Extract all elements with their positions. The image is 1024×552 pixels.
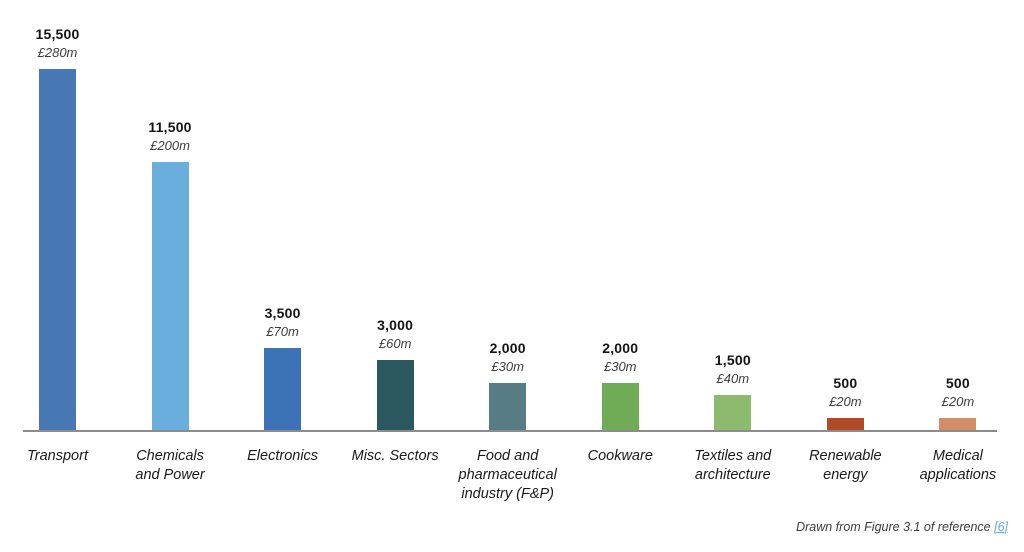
category-label-medical-applications: Medical applications	[919, 448, 997, 483]
bar-value: 2,000	[602, 340, 639, 356]
category-label-transport: Transport	[27, 448, 88, 464]
category-label-renewable-energy: Renewable energy	[809, 448, 882, 483]
bar-money-value: £40m	[716, 371, 750, 386]
bar-food-and-pharmaceutical-industry-f-p	[489, 383, 527, 430]
value-label-renewable-energy: 500 £20m	[785, 374, 905, 411]
bar-value: 3,000	[377, 317, 414, 333]
category-label-textiles-and-architecture: Textiles and architecture	[694, 448, 772, 483]
bar-value: 3,500	[264, 305, 301, 321]
category-label-electronics: Electronics	[247, 448, 319, 464]
value-label-food-and-pharmaceutical-industry-f-p: 2,000 £30m	[448, 339, 568, 376]
value-label-textiles-and-architecture: 1,500 £40m	[673, 351, 793, 388]
bar-money-value: £70m	[266, 324, 299, 339]
bar-money-value: £20m	[941, 394, 975, 409]
source-footnote: Drawn from Figure 3.1 of reference [6]	[796, 520, 1008, 534]
bar-electronics	[264, 348, 302, 430]
value-label-cookware: 2,000 £30m	[560, 339, 680, 376]
value-label-medical-applications: 500 £20m	[898, 374, 1018, 411]
bar-value: 2,000	[489, 340, 526, 356]
value-label-chemicals-and-power: 11,500 £200m	[110, 118, 230, 155]
bar-misc-sectors	[376, 360, 414, 430]
bar-value: 500	[945, 375, 970, 391]
bar-value: 1,500	[714, 352, 751, 368]
bar-value: 500	[833, 375, 858, 391]
value-label-misc-sectors: 3,000 £60m	[335, 316, 455, 353]
x-axis-line	[23, 430, 997, 432]
category-label-food-and-pharmaceutical-industry-f-p: Food and pharmaceutical industry (F&P)	[458, 448, 557, 502]
value-label-electronics: 3,500 £70m	[223, 304, 343, 341]
bar-renewable-energy	[826, 418, 864, 430]
bar-value: 15,500	[35, 26, 80, 42]
footnote-text: Drawn from Figure 3.1 of reference	[796, 520, 995, 534]
category-label-misc-sectors: Misc. Sectors	[351, 448, 439, 464]
bar-money-value: £20m	[829, 394, 862, 409]
bar-money-value: £280m	[37, 45, 78, 60]
reference-link[interactable]: [6]	[994, 520, 1008, 534]
bar-transport	[39, 69, 76, 430]
bar-money-value: £60m	[378, 336, 412, 351]
bar-money-value: £30m	[603, 359, 637, 374]
bar-cookware	[601, 383, 639, 430]
bar-medical-applications	[939, 418, 977, 430]
bar-chemicals-and-power	[151, 162, 189, 430]
bar-textiles-and-architecture	[714, 395, 752, 430]
bar-money-value: £200m	[150, 138, 190, 153]
bar-value: 11,500	[148, 119, 192, 135]
category-label-chemicals-and-power: Chemicals and Power	[135, 448, 205, 483]
category-label-cookware: Cookware	[587, 448, 653, 464]
value-label-transport: 15,500 £280m	[0, 25, 118, 62]
bar-money-value: £30m	[491, 359, 524, 374]
